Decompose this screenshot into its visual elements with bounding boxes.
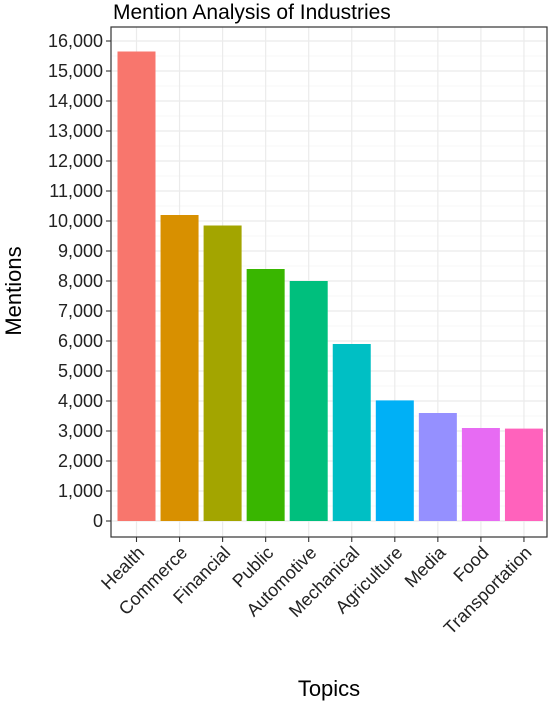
bar bbox=[289, 281, 328, 521]
plot-panel-border bbox=[110, 26, 548, 538]
y-tick-label: 12,000 bbox=[48, 151, 103, 171]
y-tick-label: 11,000 bbox=[49, 181, 103, 201]
x-tick-label: Media bbox=[401, 542, 451, 592]
x-axis: HealthCommerceFinancialPublicAutomotiveM… bbox=[97, 537, 536, 638]
y-tick-label: 9,000 bbox=[58, 241, 103, 261]
x-axis-title: Topics bbox=[298, 676, 360, 701]
y-axis-title: Mentions bbox=[1, 246, 26, 335]
y-tick-label: 1,000 bbox=[58, 481, 103, 501]
y-tick-label: 7,000 bbox=[58, 301, 103, 321]
y-tick-label: 2,000 bbox=[58, 451, 103, 471]
y-tick-label: 5,000 bbox=[58, 361, 103, 381]
bar bbox=[461, 428, 500, 521]
bar bbox=[246, 269, 285, 521]
bar bbox=[332, 344, 371, 521]
y-tick-label: 14,000 bbox=[48, 91, 103, 111]
y-tick-label: 10,000 bbox=[48, 211, 103, 231]
bar bbox=[160, 215, 199, 521]
y-axis: 0 1,000 2,000 3,000 4,000 5,000 6,000 7,000 8,00… bbox=[48, 31, 111, 531]
bar bbox=[504, 428, 543, 521]
bar bbox=[375, 400, 414, 521]
bar bbox=[203, 225, 242, 521]
bar bbox=[117, 51, 156, 521]
bar bbox=[418, 413, 457, 521]
y-tick-label: 8,000 bbox=[58, 271, 103, 291]
y-tick-label: 3,000 bbox=[58, 421, 103, 441]
y-tick-label: 6,000 bbox=[58, 331, 103, 351]
y-tick-label: 0 bbox=[93, 511, 103, 531]
y-tick-label: 15,000 bbox=[48, 61, 103, 81]
y-tick-label: 4,000 bbox=[58, 391, 103, 411]
chart-title: Mention Analysis of Industries bbox=[113, 1, 391, 24]
y-tick-label: 16,000 bbox=[48, 31, 103, 51]
y-tick-label: 13,000 bbox=[48, 121, 103, 141]
bars bbox=[117, 51, 543, 521]
